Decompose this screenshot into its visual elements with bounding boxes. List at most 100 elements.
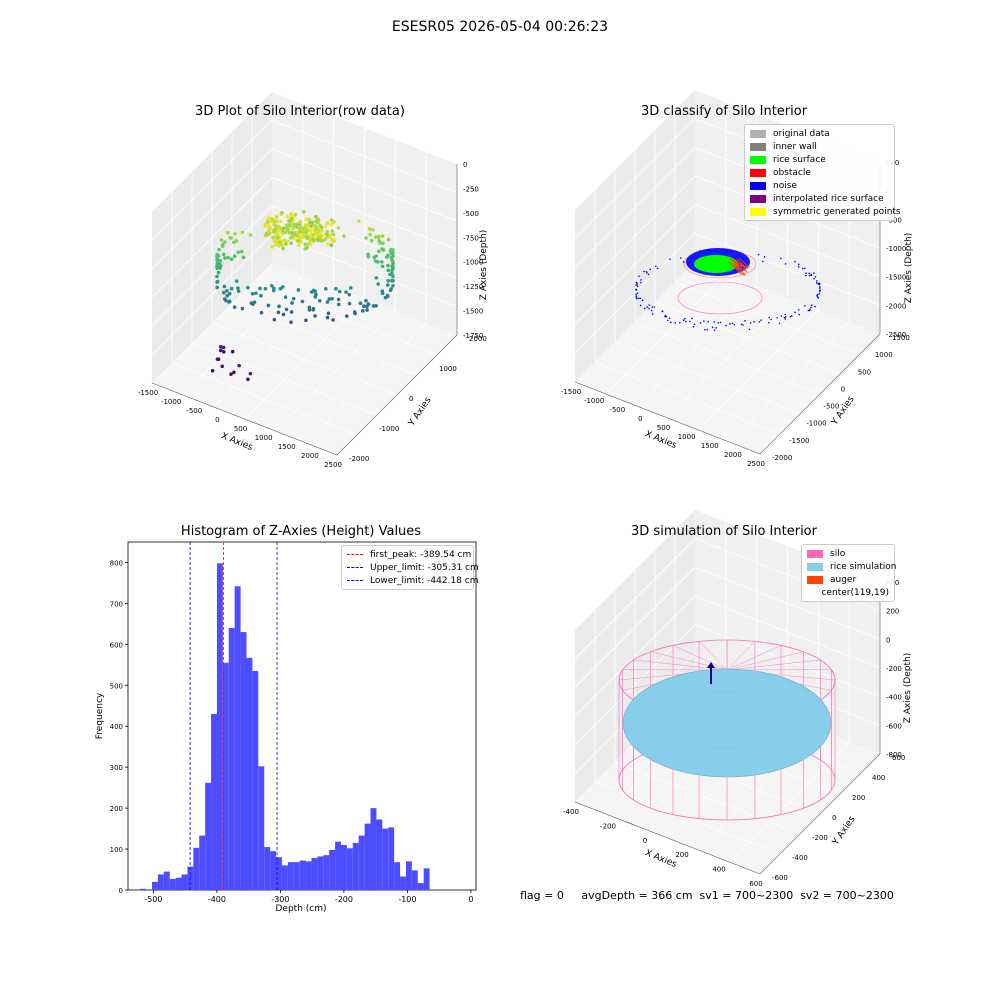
status-footer: flag = 0 avgDepth = 366 cm sv1 = 700~230… — [520, 889, 894, 902]
raw-point — [386, 283, 390, 287]
raw-3d-xlabel: X Axies — [219, 431, 254, 453]
raw-point — [267, 216, 271, 220]
raw-point — [285, 214, 290, 219]
raw-point — [240, 306, 245, 311]
x-tick-label: 500 — [657, 424, 670, 432]
raw-point — [328, 235, 332, 239]
legend-label-first-peak: first_peak: -389.54 cm — [370, 549, 472, 560]
histogram-bar — [370, 808, 377, 890]
raw-point — [377, 249, 381, 254]
obstacle-stroke — [735, 261, 741, 275]
histogram-bars — [140, 563, 430, 890]
histogram-bar — [205, 782, 212, 890]
raw-point — [305, 243, 309, 247]
z-tick-label: -1000 — [886, 245, 906, 253]
noise-point — [802, 267, 804, 270]
noise-point — [669, 258, 671, 260]
raw-point — [281, 232, 285, 236]
histogram-bar — [394, 862, 401, 890]
raw-point — [348, 286, 353, 290]
histogram-bar — [175, 877, 182, 890]
y-tick-label: 200 — [852, 794, 865, 802]
histogram-bar — [228, 627, 235, 890]
noise-point — [816, 294, 818, 297]
raw-point — [277, 304, 281, 309]
noise-point — [817, 282, 819, 285]
noise-point — [703, 320, 705, 322]
raw-point — [215, 285, 220, 290]
legend-entry-original: original data — [750, 127, 889, 140]
simulation-legend: silo rice simulation auger center(119,19… — [801, 544, 896, 602]
histogram-bar — [152, 881, 158, 890]
legend-label-center: center(119,19) — [821, 587, 889, 598]
grid-line — [674, 281, 861, 355]
raw-point — [336, 297, 341, 302]
noise-point — [693, 323, 696, 326]
noise-point — [715, 327, 717, 329]
noise-point — [807, 309, 810, 312]
raw-point — [377, 239, 382, 243]
y-tick-label: 600 — [892, 754, 905, 762]
raw-point — [236, 289, 241, 293]
histogram-bar — [252, 670, 259, 890]
raw-point — [323, 286, 328, 291]
x-tick-label: 1500 — [701, 442, 719, 450]
raw-point — [381, 241, 385, 246]
silo-roof-line — [672, 645, 728, 671]
histogram-bar — [423, 868, 430, 890]
raw-point — [391, 278, 395, 283]
legend-label-inner-wall: inner wall — [773, 141, 817, 152]
raw-point — [252, 300, 257, 304]
raw-point — [380, 264, 385, 269]
raw-point — [371, 304, 376, 308]
grid-line — [271, 120, 458, 193]
noise-point — [760, 319, 762, 322]
x-tick-label: 200 — [675, 851, 688, 859]
raw-point — [219, 238, 224, 242]
rice-mesh-line — [661, 688, 793, 752]
noise-point — [818, 282, 821, 285]
noise-point — [784, 318, 787, 320]
noise-point — [740, 323, 743, 326]
raw-point — [290, 226, 294, 231]
z-tick-label: -2500 — [886, 331, 906, 339]
raw-point — [228, 235, 232, 240]
x-tick-label: -1000 — [161, 398, 181, 406]
legend-entry-rice-surface: rice surface — [750, 153, 889, 166]
noise-point — [678, 321, 681, 324]
legend-label-noise: noise — [773, 180, 797, 191]
raw-point — [218, 263, 223, 268]
noise-point — [798, 313, 801, 316]
simulation-3d-zlabel: Z Axies (Depth) — [903, 653, 913, 724]
raw-point — [232, 370, 236, 375]
noise-point — [711, 326, 714, 329]
noise-point — [647, 273, 650, 276]
noise-point — [656, 267, 659, 270]
raw-point — [336, 226, 341, 230]
noise-point — [814, 305, 816, 308]
raw-point — [225, 293, 229, 298]
raw-point — [232, 254, 237, 258]
noise-point — [815, 279, 818, 282]
noise-point — [748, 328, 751, 331]
noise-point — [674, 322, 677, 324]
raw-point — [318, 298, 322, 303]
noise-point — [809, 308, 811, 310]
noise-point — [815, 282, 818, 284]
raw-point — [220, 242, 225, 247]
raw-point — [307, 305, 312, 310]
raw-point — [221, 290, 226, 295]
raw-point — [367, 227, 372, 231]
raw-point — [325, 230, 329, 234]
silo-outline-bottom — [677, 281, 763, 315]
noise-point — [783, 316, 786, 319]
grid-line — [151, 120, 273, 241]
raw-point — [357, 219, 361, 224]
z-tick-label: -750 — [463, 234, 479, 242]
raw-point — [271, 235, 275, 240]
noise-point — [648, 304, 650, 306]
raw-point — [285, 239, 290, 244]
x-axis-line — [151, 382, 338, 456]
histogram-x-ticks: -500 -400 -300 -200 -100 0 — [144, 890, 473, 904]
histogram-y-tick-label: 600 — [110, 641, 123, 649]
